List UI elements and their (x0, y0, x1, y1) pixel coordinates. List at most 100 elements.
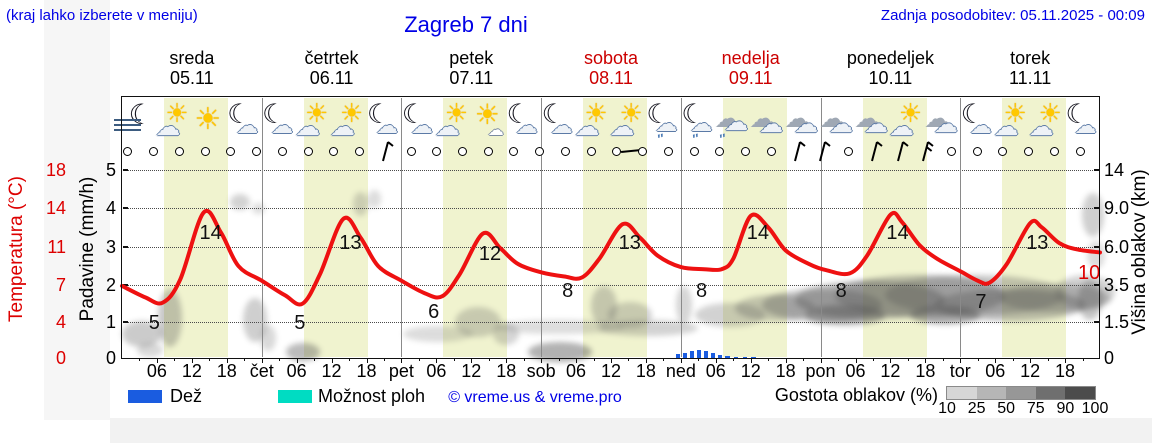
x-axis-tick (593, 358, 595, 361)
temp-min-label: 8 (562, 280, 574, 303)
cloud-cover-blob (805, 305, 885, 325)
cloudf-glyph: ☁ (410, 113, 433, 138)
x-axis-hour-label: 06 (426, 361, 447, 381)
weather-icon-sun: ☀ (191, 99, 227, 145)
cloud-cover-blob (367, 190, 381, 208)
temp-tick-label: 11 (47, 237, 66, 257)
cloudf-glyph: ☁ (863, 111, 888, 138)
x-axis-tick (349, 358, 351, 361)
weather-icon-sun-cloud: ☀ ☁ (575, 99, 612, 145)
x-axis-tick (174, 358, 176, 361)
wind-calm-icon (200, 147, 210, 156)
temp-tick-label: 14 (45, 198, 66, 218)
wind-calm-icon (663, 147, 673, 156)
rain-bar (696, 350, 702, 358)
cloud-tick-label: 9.0 (1104, 198, 1130, 218)
x-axis-hour-label: 06 (286, 361, 307, 381)
x-axis-tick (191, 358, 193, 363)
wind-calm-icon (252, 147, 262, 156)
x-axis-day-abbrev: tor (949, 361, 971, 381)
wind-calm-icon (612, 147, 622, 156)
wind-calm-icon (149, 147, 159, 156)
mist-lines (114, 124, 142, 126)
day-date: 11.11 (1008, 68, 1052, 88)
x-axis-day-abbrev: ned (665, 361, 696, 381)
x-axis-tick (261, 358, 263, 363)
day-date: 10.11 (868, 68, 913, 88)
weather-icon-moon-cloud: ☾ ☁ (541, 99, 577, 145)
temp-min-label: 8 (835, 280, 847, 303)
day-name: četrtek (304, 48, 359, 68)
temp-end-label: 10 (1078, 262, 1101, 284)
cloud-cover-blob (608, 302, 652, 328)
cloud-cover-blob (230, 194, 250, 210)
rain-legend-label: Dež (170, 386, 203, 406)
moon-glyph: ☾ (128, 99, 154, 130)
x-axis-hour-label: 18 (915, 361, 936, 381)
rain-bar (682, 352, 688, 358)
weather-icon-mist-moon: ☾ (114, 99, 157, 145)
cloudf-glyph: ☁ (155, 113, 181, 141)
grid-line (123, 247, 1099, 248)
wind-calm-icon (998, 147, 1008, 156)
wind-calm-icon (432, 147, 442, 156)
wind-calm-icon (123, 147, 133, 156)
temp-tick-label: 18 (45, 160, 66, 180)
density-scale-tick: 75 (1026, 400, 1045, 417)
x-axis-tick (418, 358, 420, 361)
temp-max-label: 13 (339, 232, 362, 255)
cloudf-glyph: ☁ (375, 113, 398, 138)
x-axis-day-abbrev: pon (805, 361, 836, 381)
x-axis-tick (960, 358, 962, 363)
temp-max-label: 13 (1026, 232, 1049, 255)
wind-calm-icon (277, 147, 287, 156)
cloudf-glyph: ☁ (655, 111, 678, 136)
moon-glyph: ☾ (1065, 99, 1090, 129)
wind-calm-icon (535, 147, 545, 156)
day-header: četrtek 06.11 (262, 48, 402, 88)
x-axis-tick (750, 358, 752, 363)
x-axis-tick (820, 358, 822, 363)
rain-bar (733, 356, 739, 358)
x-axis-tick (314, 358, 316, 361)
x-axis-tick (995, 358, 997, 363)
x-axis-tick (855, 358, 857, 363)
x-axis-hour-label: 06 (985, 361, 1006, 381)
precip-tick-label: 0 (105, 348, 116, 368)
wind-calm-icon (1075, 147, 1085, 156)
x-axis-hour-label: 18 (216, 361, 237, 381)
rain-legend-swatch (128, 390, 162, 403)
cloud-cover-blob (695, 303, 765, 327)
cloud-cover-blob (352, 192, 368, 216)
density-scale-segment (1035, 387, 1066, 399)
cloudf-glyph: ☁ (888, 113, 914, 141)
cloudf-glyph: ☁ (1028, 113, 1054, 141)
sun-glyph: ☀ (1038, 98, 1062, 128)
day-date: 09.11 (728, 68, 773, 88)
weather-icon-clouds: ☁ ☁ (749, 99, 786, 145)
sun-glyph: ☀ (444, 98, 469, 128)
rain-bar (689, 351, 695, 358)
wind-calm-icon (946, 147, 956, 156)
temp-max-label: 14 (199, 221, 222, 244)
x-axis-tick (977, 358, 979, 361)
day-header: petek 07.11 (401, 48, 541, 88)
cloudb-glyph: ☁ (853, 103, 880, 133)
day-header: ponedeljek 10.11 (821, 48, 961, 88)
rain-bar (703, 350, 709, 358)
day-header: sobota 08.11 (541, 48, 681, 88)
wind-calm-icon (174, 147, 184, 156)
cloud-cover-blob (403, 326, 473, 342)
rain-bar (751, 356, 756, 358)
copyright-link[interactable]: © vreme.us & vreme.pro (448, 389, 622, 406)
x-axis-day-abbrev: pet (388, 361, 414, 381)
mist-lines (114, 129, 142, 131)
weather-icon-sun-cloud: ☀ ☁ (435, 98, 472, 145)
sun-glyph: ☀ (305, 98, 329, 128)
temperature-axis-title: Temperatura (°C) (6, 176, 27, 322)
wind-calm-icon (972, 147, 982, 156)
cloud-cover-blob (1082, 193, 1104, 237)
weather-icon-moon-cloud: ☾ ☁ (401, 99, 437, 145)
wind-calm-icon (741, 147, 751, 156)
cloud-cover-blob (122, 321, 162, 347)
